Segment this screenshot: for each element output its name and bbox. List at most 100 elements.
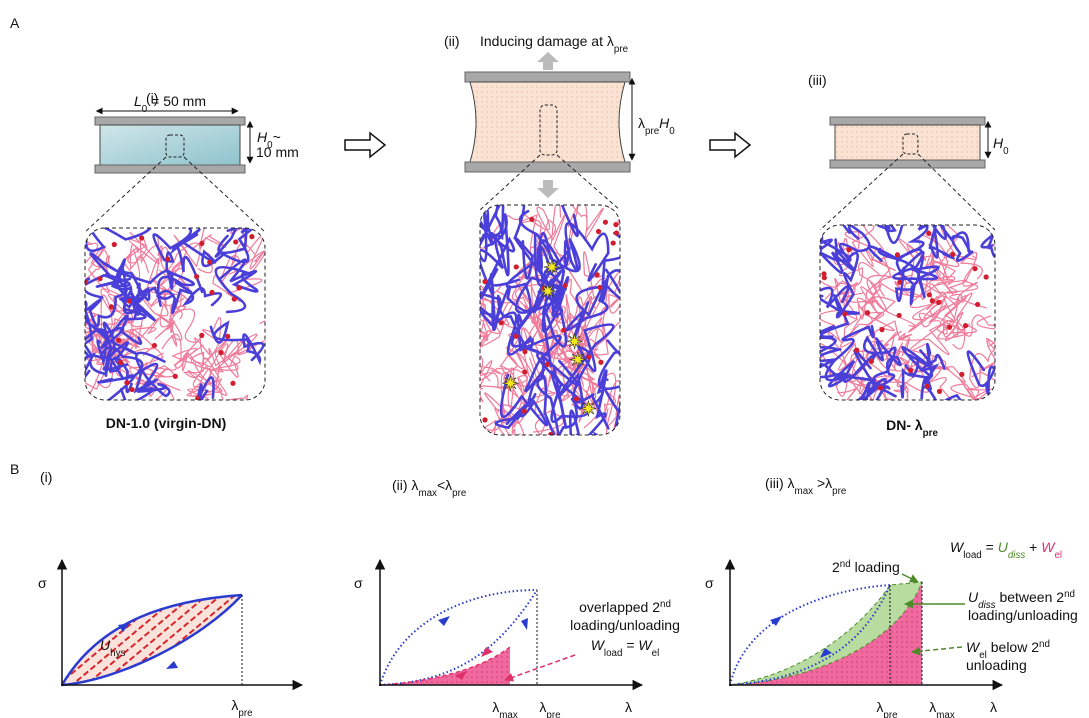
polymer-chain bbox=[223, 315, 265, 356]
label-part: (iii) λ bbox=[765, 475, 795, 491]
crosslink bbox=[498, 320, 504, 326]
crosslink bbox=[111, 241, 117, 248]
label-part: pre bbox=[883, 710, 898, 718]
label: H0 bbox=[993, 135, 1009, 157]
label-part: λ bbox=[929, 699, 936, 715]
label-part: max bbox=[418, 488, 437, 499]
polymer-chain bbox=[984, 365, 995, 400]
crosslink bbox=[165, 256, 171, 262]
label: unloading bbox=[966, 657, 1027, 673]
crosslink bbox=[613, 230, 620, 236]
polymer-chain bbox=[843, 292, 895, 338]
plot-ii bbox=[374, 558, 644, 691]
crosslink bbox=[483, 432, 489, 435]
label-part: max bbox=[936, 710, 955, 718]
crosslink bbox=[821, 275, 827, 281]
crosslink bbox=[194, 274, 200, 280]
polymer-chain bbox=[866, 225, 929, 261]
label-part: λ bbox=[638, 115, 645, 131]
label-part: diss bbox=[1008, 550, 1026, 561]
label-part: >λ bbox=[813, 475, 832, 491]
polymer-chain bbox=[926, 251, 983, 311]
crosslink bbox=[231, 296, 237, 302]
polymer-chain bbox=[480, 205, 494, 263]
crosslink bbox=[594, 272, 600, 278]
polymer-chain bbox=[865, 319, 954, 356]
label-part: 2 bbox=[832, 559, 840, 575]
crosslink bbox=[230, 380, 236, 386]
panel-label: B bbox=[10, 461, 19, 477]
label: (i) bbox=[40, 469, 52, 485]
polymer-chain bbox=[209, 320, 265, 366]
polymer-chain bbox=[119, 282, 156, 322]
polymer-chain bbox=[969, 340, 995, 389]
label-part: = bbox=[622, 637, 638, 653]
label-part: unloading bbox=[966, 657, 1027, 673]
crosslink bbox=[513, 333, 519, 339]
label: (ii) λmax<λpre bbox=[392, 477, 467, 499]
label-part: max bbox=[795, 486, 814, 497]
polymer-chain bbox=[920, 377, 989, 400]
polymer-chain bbox=[97, 346, 159, 394]
crosslink bbox=[522, 349, 528, 355]
polymer-chain bbox=[919, 342, 946, 385]
polymer-chain bbox=[119, 351, 171, 400]
label-part: DN- λ bbox=[886, 417, 923, 433]
polymer-chain bbox=[835, 225, 871, 319]
polymer-chain bbox=[605, 352, 620, 427]
label-part: nd bbox=[1039, 639, 1050, 650]
crosslink bbox=[129, 386, 135, 393]
polymer-chain bbox=[601, 231, 620, 341]
polymer-chain bbox=[150, 333, 197, 371]
label-part: hys bbox=[110, 648, 125, 659]
polymer-chain bbox=[820, 332, 847, 379]
label-part: ~ bbox=[273, 129, 281, 145]
label: λpre bbox=[539, 699, 561, 718]
label-part: W bbox=[591, 637, 606, 653]
label: overlapped 2nd bbox=[579, 599, 671, 616]
crosslink bbox=[118, 359, 124, 366]
crosslink bbox=[521, 408, 527, 414]
polymer-chain bbox=[85, 352, 97, 391]
crosslink bbox=[108, 304, 115, 310]
label: λpre bbox=[876, 699, 898, 718]
crosslink bbox=[877, 385, 884, 391]
label: σ bbox=[38, 575, 47, 591]
label: Wload = Udiss + Wel bbox=[950, 539, 1062, 561]
label-part: below 2 bbox=[987, 639, 1039, 655]
label-part: H bbox=[993, 135, 1004, 151]
label-part: H bbox=[257, 129, 268, 145]
crosslink bbox=[482, 278, 488, 285]
polymer-chain bbox=[837, 374, 865, 400]
plot-i bbox=[56, 558, 304, 691]
crosslink bbox=[854, 347, 860, 353]
crosslink bbox=[959, 371, 965, 377]
label-part: 0 bbox=[669, 126, 675, 137]
label-part: nd bbox=[1064, 589, 1075, 600]
plot-iii bbox=[724, 558, 1004, 691]
polymer-chain bbox=[582, 251, 620, 326]
polymer-chain bbox=[909, 276, 987, 320]
label-part: pre bbox=[452, 488, 467, 499]
crosslink bbox=[548, 431, 554, 435]
label: Wload = Wel bbox=[591, 637, 660, 659]
polymer-chain bbox=[908, 304, 958, 338]
label-part: nd bbox=[660, 599, 671, 610]
polymer-chain bbox=[839, 280, 888, 348]
crosslink bbox=[946, 324, 953, 330]
crosslink bbox=[926, 230, 932, 236]
label-part: 0 bbox=[267, 140, 273, 151]
polymer-chain bbox=[820, 283, 860, 339]
bond-break bbox=[569, 351, 586, 368]
label-part: W bbox=[950, 539, 965, 555]
polymer-chain bbox=[85, 228, 167, 252]
crosslink bbox=[864, 310, 871, 316]
label-part: between 2 bbox=[996, 589, 1065, 605]
crosslink bbox=[936, 299, 942, 305]
polymer-chain bbox=[522, 345, 590, 429]
label-part: λ bbox=[231, 697, 238, 713]
crosslink bbox=[896, 312, 902, 319]
label-part: U bbox=[998, 539, 1009, 555]
caption: DN-1.0 (virgin-DN) bbox=[106, 415, 227, 431]
bond-break bbox=[543, 259, 560, 276]
